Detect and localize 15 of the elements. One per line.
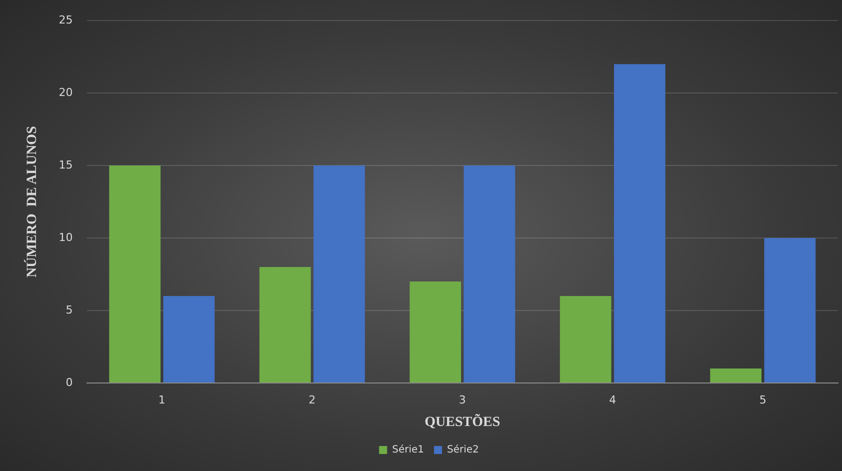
legend-label: Série1 bbox=[392, 444, 424, 456]
y-tick-label: 5 bbox=[66, 303, 73, 316]
x-axis-title: QUESTÕES bbox=[424, 413, 500, 430]
y-tick-label: 20 bbox=[58, 86, 73, 99]
x-tick-label: 4 bbox=[609, 393, 616, 406]
y-axis-title: NÚMERO DE ALUNOS bbox=[23, 126, 40, 278]
x-tick-label: 2 bbox=[308, 393, 316, 406]
x-tick-label: 5 bbox=[759, 393, 766, 406]
y-tick-label: 0 bbox=[66, 376, 73, 389]
y-tick-label: 10 bbox=[58, 230, 73, 244]
x-tick-label: 3 bbox=[458, 393, 466, 406]
x-tick-label: 1 bbox=[158, 393, 166, 406]
y-tick-label: 15 bbox=[58, 158, 73, 172]
legend-label: Série2 bbox=[447, 444, 479, 456]
y-tick-label: 25 bbox=[58, 13, 73, 26]
